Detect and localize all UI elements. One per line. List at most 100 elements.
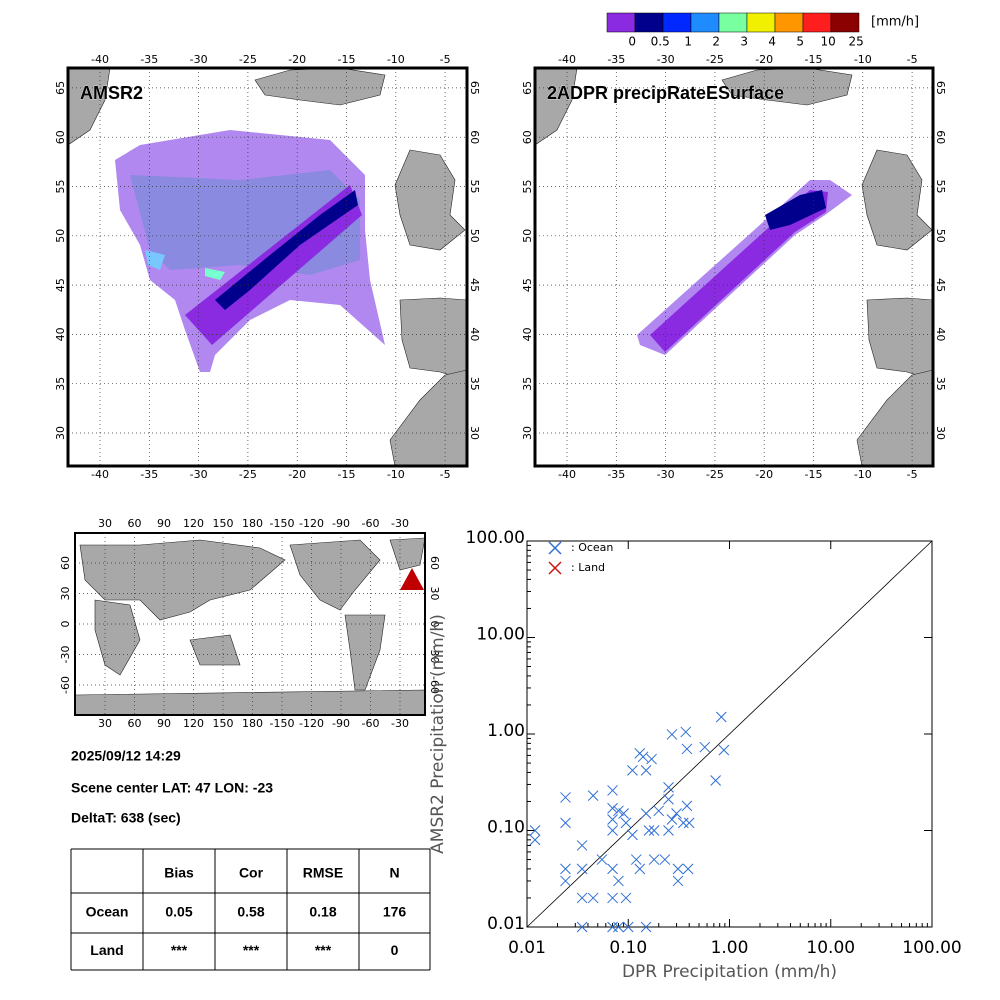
point bbox=[560, 817, 571, 829]
table-header: N bbox=[389, 865, 399, 881]
point bbox=[643, 825, 655, 836]
table-header: Cor bbox=[239, 865, 264, 881]
lon-tick-label: -15 bbox=[338, 53, 356, 66]
colorbar-label: 4 bbox=[768, 35, 776, 49]
lon-tick-label: -5 bbox=[440, 53, 451, 66]
point bbox=[672, 863, 684, 875]
lat-tick-label: 35 bbox=[521, 377, 534, 391]
point bbox=[587, 892, 599, 904]
world-lon-label: 30 bbox=[98, 517, 112, 530]
lon-tick-label: -35 bbox=[140, 468, 158, 481]
colorbar-unit: [mm/h] bbox=[871, 15, 919, 30]
world-lon-label: -30 bbox=[391, 717, 409, 730]
point bbox=[613, 875, 624, 887]
lat-tick-label: 65 bbox=[521, 81, 534, 95]
point bbox=[622, 921, 634, 933]
lat-tick-label: 50 bbox=[54, 229, 67, 243]
lon-tick-label: -10 bbox=[854, 53, 872, 66]
point bbox=[718, 744, 730, 756]
lon-tick-label: -10 bbox=[387, 53, 405, 66]
table-row-label: Ocean bbox=[86, 904, 129, 920]
point bbox=[683, 817, 695, 829]
world-lon-label: 150 bbox=[213, 717, 234, 730]
lon-tick-label: -40 bbox=[558, 468, 576, 481]
world-lon-label: 60 bbox=[128, 517, 142, 530]
world-lon-label: 150 bbox=[213, 517, 234, 530]
lat-tick-label: 30 bbox=[934, 426, 947, 440]
colorbar-label: 10 bbox=[821, 35, 836, 49]
world-lat-label: -30 bbox=[59, 646, 72, 664]
colorbar-swatch bbox=[606, 12, 636, 33]
point bbox=[576, 840, 588, 851]
lat-tick-label: 40 bbox=[54, 327, 67, 341]
world-lat-label: 60 bbox=[59, 556, 72, 570]
colorbar-swatch bbox=[718, 12, 748, 33]
world-lon-label: 180 bbox=[242, 717, 263, 730]
point bbox=[677, 817, 689, 829]
point bbox=[613, 921, 624, 933]
lat-tick-label: 45 bbox=[934, 278, 947, 292]
legend-symbol bbox=[548, 541, 562, 555]
point bbox=[607, 802, 618, 814]
lon-tick-label: -30 bbox=[657, 53, 675, 66]
point bbox=[618, 808, 629, 819]
lat-tick-label: 40 bbox=[521, 327, 534, 341]
lat-tick-label: 45 bbox=[468, 278, 481, 292]
point bbox=[529, 825, 541, 836]
table-cell: 0 bbox=[391, 942, 399, 958]
lat-tick-label: 35 bbox=[54, 377, 67, 391]
lon-tick-label: -40 bbox=[91, 53, 109, 66]
colorbar-label: 25 bbox=[849, 35, 864, 49]
lat-tick-label: 45 bbox=[521, 278, 534, 292]
point bbox=[648, 854, 660, 865]
point bbox=[681, 800, 693, 812]
y-tick-label: 10.00 bbox=[476, 625, 525, 645]
lat-tick-label: 30 bbox=[54, 426, 67, 440]
colorbar-swatch bbox=[662, 12, 692, 33]
colorbar-swatch bbox=[690, 12, 720, 33]
world-lon-label: 180 bbox=[242, 517, 263, 530]
x-tick-label: 0.10 bbox=[609, 938, 647, 958]
point bbox=[627, 829, 638, 841]
world-lat-label: 0 bbox=[428, 621, 441, 628]
lon-tick-label: -30 bbox=[190, 468, 208, 481]
lon-tick-label: -5 bbox=[907, 53, 918, 66]
point bbox=[627, 765, 638, 776]
lat-tick-label: 35 bbox=[934, 377, 947, 391]
lon-tick-label: -5 bbox=[440, 468, 451, 481]
world-lon-label: 120 bbox=[183, 717, 204, 730]
point bbox=[663, 794, 674, 805]
scene-marker bbox=[400, 568, 424, 590]
point bbox=[715, 711, 727, 723]
lat-tick-label: 30 bbox=[521, 426, 534, 440]
table-cell: *** bbox=[243, 942, 260, 958]
point bbox=[671, 808, 682, 819]
point bbox=[646, 753, 657, 765]
colorbar-swatch bbox=[634, 12, 664, 33]
lon-tick-label: -20 bbox=[755, 53, 773, 66]
x-tick-label: 1.00 bbox=[711, 938, 749, 958]
point bbox=[659, 854, 671, 865]
point bbox=[529, 834, 541, 846]
lon-tick-label: -25 bbox=[239, 468, 257, 481]
point bbox=[560, 792, 571, 803]
lon-tick-label: -30 bbox=[657, 468, 675, 481]
colorbar-swatch bbox=[746, 12, 776, 33]
point bbox=[607, 863, 618, 875]
map-frame bbox=[533, 66, 935, 468]
map-frame bbox=[66, 66, 469, 468]
lon-tick-label: -40 bbox=[91, 468, 109, 481]
lat-tick-label: 65 bbox=[54, 81, 67, 95]
world-lon-label: -60 bbox=[362, 517, 380, 530]
lat-tick-label: 60 bbox=[934, 130, 947, 144]
point bbox=[681, 743, 693, 755]
world-lon-label: -90 bbox=[332, 717, 350, 730]
table-row-label: Land bbox=[90, 942, 123, 958]
lat-tick-label: 55 bbox=[468, 180, 481, 194]
lat-tick-label: 60 bbox=[468, 130, 481, 144]
one-to-one-line bbox=[526, 540, 933, 928]
world-lat-label: -60 bbox=[428, 676, 441, 694]
lon-tick-label: -35 bbox=[140, 53, 158, 66]
world-lat-label: 30 bbox=[428, 587, 441, 601]
